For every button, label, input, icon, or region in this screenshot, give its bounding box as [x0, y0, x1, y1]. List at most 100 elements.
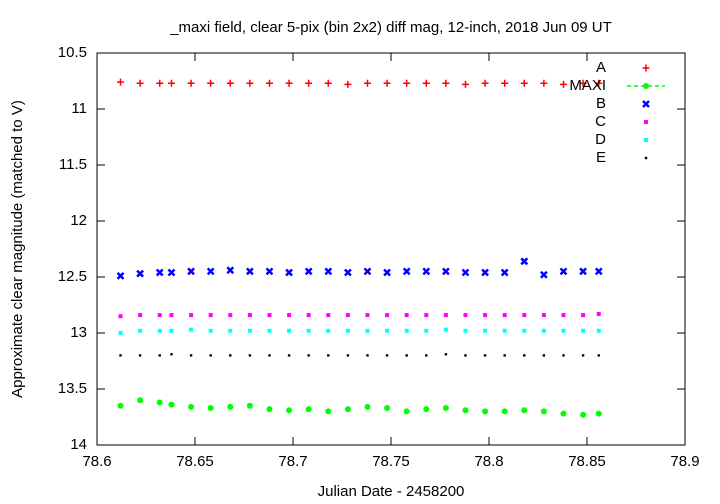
point	[462, 407, 469, 414]
point	[423, 406, 430, 413]
point	[137, 397, 144, 404]
point	[481, 79, 489, 87]
x-tick-label: 78.9	[670, 453, 699, 470]
point	[267, 313, 272, 318]
point	[579, 267, 587, 276]
point	[158, 354, 161, 357]
point	[227, 403, 234, 410]
legend-symbol	[642, 100, 650, 108]
point	[187, 267, 195, 276]
point	[482, 408, 489, 415]
point	[343, 268, 352, 277]
point	[424, 313, 429, 318]
point	[118, 331, 123, 335]
point	[363, 79, 371, 87]
point	[365, 313, 370, 318]
point	[503, 354, 506, 357]
point	[265, 79, 273, 87]
point	[345, 328, 350, 333]
point	[245, 267, 254, 276]
point	[228, 313, 233, 318]
point	[501, 408, 508, 415]
point	[581, 328, 586, 333]
point	[305, 406, 312, 413]
x-axis-label: Julian Date - 2458200	[318, 483, 465, 500]
point	[265, 267, 274, 276]
y-tick-label: 11	[71, 100, 87, 117]
point	[187, 79, 195, 87]
point	[116, 271, 125, 280]
point	[304, 267, 313, 276]
point	[542, 354, 546, 357]
legend-label: D	[595, 131, 606, 148]
point	[461, 268, 470, 277]
point	[596, 328, 601, 333]
point	[307, 354, 310, 357]
point	[562, 354, 565, 357]
point	[324, 79, 332, 87]
point	[344, 80, 352, 88]
point	[500, 268, 509, 277]
point	[581, 313, 586, 318]
point	[541, 328, 546, 333]
legend-symbol	[642, 64, 650, 72]
point	[169, 313, 174, 318]
point	[170, 353, 173, 356]
point	[324, 267, 333, 276]
point	[596, 311, 601, 316]
point	[580, 411, 587, 418]
point	[287, 313, 292, 318]
point	[560, 410, 567, 417]
point	[424, 328, 429, 333]
point	[595, 410, 602, 417]
point	[248, 354, 252, 357]
point	[443, 313, 448, 318]
point	[326, 313, 331, 318]
legend-label: C	[595, 113, 606, 130]
chart-title: _maxi field, clear 5-pix (bin 2x2) diff …	[169, 19, 612, 36]
point	[226, 79, 234, 87]
point	[157, 328, 162, 333]
point	[119, 354, 122, 357]
point	[306, 328, 311, 333]
point	[523, 354, 526, 357]
point	[364, 403, 371, 410]
point	[188, 403, 195, 410]
point	[363, 267, 372, 276]
point	[481, 268, 489, 277]
point	[463, 328, 468, 333]
point	[520, 257, 529, 266]
point	[169, 328, 174, 333]
point	[208, 313, 213, 318]
point	[287, 328, 292, 333]
y-tick-label: 11.5	[59, 156, 87, 173]
point	[189, 327, 194, 332]
point	[305, 79, 313, 87]
point	[207, 79, 215, 87]
point	[483, 313, 488, 318]
point	[345, 313, 350, 318]
point	[442, 405, 449, 412]
point	[208, 328, 213, 333]
point	[561, 313, 566, 318]
point	[286, 407, 293, 414]
point	[117, 78, 125, 86]
point	[581, 354, 585, 357]
point	[167, 268, 176, 277]
point	[403, 408, 410, 415]
point	[403, 79, 411, 87]
point	[246, 402, 253, 409]
point	[207, 405, 214, 412]
point	[579, 79, 587, 87]
x-tick-label: 78.85	[568, 453, 606, 470]
point	[155, 268, 164, 277]
point	[383, 79, 391, 87]
y-tick-label: 10.5	[58, 44, 87, 61]
point	[327, 354, 330, 357]
point	[594, 267, 603, 276]
point	[206, 267, 215, 276]
point	[385, 354, 389, 357]
x-tick-label: 78.7	[278, 453, 307, 470]
y-tick-label: 13.5	[58, 380, 87, 397]
point	[228, 328, 233, 333]
